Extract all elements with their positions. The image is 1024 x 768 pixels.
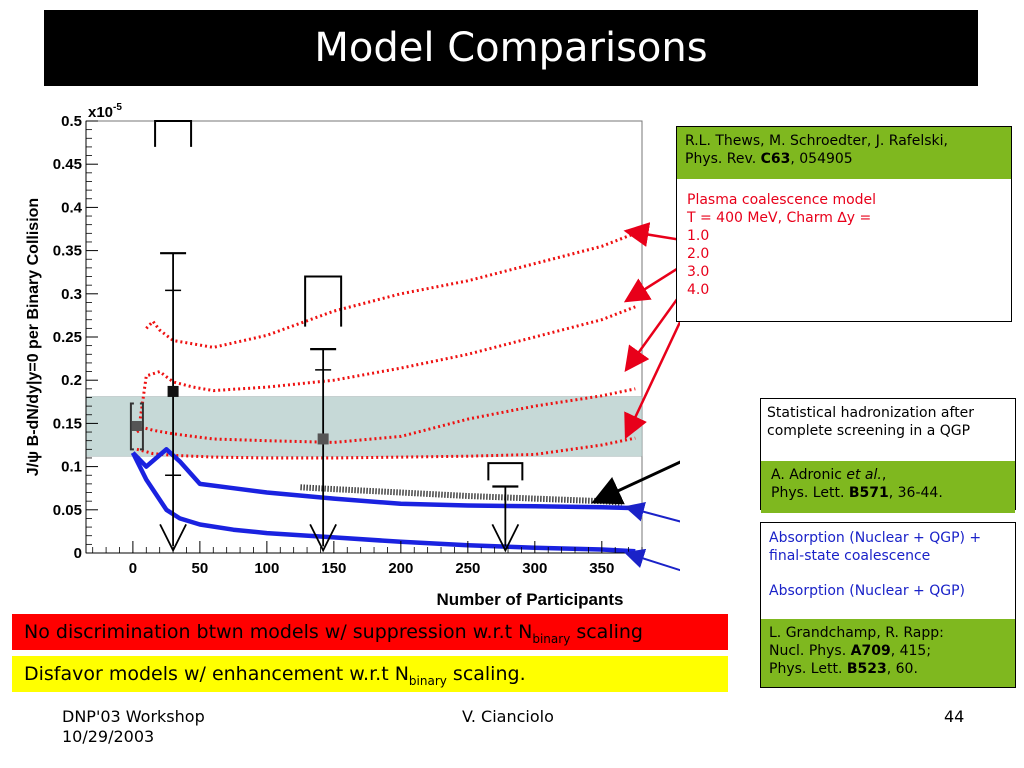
thews-box: R.L. Thews, M. Schroedter, J. Rafelski, … [676,126,1012,322]
curve-0 [145,231,636,349]
x-tick-label-6: 300 [522,560,547,577]
data-bracket-0 [129,402,144,451]
arrow-head-2 [309,524,337,553]
statistical-text: Statistical hadronization after complete… [761,399,1015,455]
y-tick-label-6: 0.3 [61,286,82,303]
thews-ref-line2: Phys. Rev. C63, 054905 [685,151,853,167]
x-tick-label-2: 100 [254,560,279,577]
absorption-ref-line2: Nucl. Phys. A709, 415; [769,643,932,659]
slide-title: Model Comparisons [44,10,978,86]
data-marker-2 [317,433,329,445]
absorption-line1: Absorption (Nuclear + QGP) + [769,530,982,546]
x-tick-label-3: 150 [321,560,346,577]
curve-3 [136,436,636,460]
statistical-ref-line2: Phys. Lett. B571, 36-44. [771,485,943,501]
y-tick-label-1: 0.05 [53,502,82,519]
thews-value-1: 1.0 [687,228,710,244]
data-marker-0 [131,420,142,431]
thews-value-4: 4.0 [687,282,710,298]
x-axis-label: Number of Participants [436,590,623,609]
qgp-band [85,396,643,457]
thews-value-3: 3.0 [687,264,710,280]
footer-date: 10/29/2003 [62,727,155,746]
x-tick-label-7: 350 [589,560,614,577]
data-marker-1 [167,385,179,397]
blue-pointer-arrow-upper [624,501,680,523]
plot-frame [85,120,643,554]
absorption-ref-line3: Phys. Lett. B523, 60. [769,661,918,677]
statistical-line1: Statistical hadronization after [767,405,975,421]
statistical-reference: A. Adronic et al., Phys. Lett. B571, 36-… [761,461,1015,513]
thews-value-2: 2.0 [687,246,710,262]
yellow-banner: Disfavor models w/ enhancement w.r.t Nbi… [12,656,728,692]
thews-reference: R.L. Thews, M. Schroedter, J. Rafelski, … [677,127,1011,179]
x-tick-label-5: 250 [455,560,480,577]
curve-4 [300,484,623,506]
y-axis-label: J/ψ B-dN/dy|y=0 per Binary Collision [25,198,42,476]
y-tick-label-3: 0.15 [53,415,82,432]
y-tick-label-2: 0.1 [61,459,82,476]
thews-model-line1: Plasma coalescence model [687,192,877,208]
y-exponent: x10-5 [88,102,122,121]
footer-author: V. Cianciolo [462,707,554,726]
y-tick-label-5: 0.25 [53,329,82,346]
y-tick-label-4: 0.2 [61,372,82,389]
y-exponent-power: -5 [113,102,122,113]
thews-model-line2: T = 400 MeV, Charm ∆y = [687,210,872,226]
curve-1 [138,305,636,424]
x-tick-label-1: 50 [192,560,209,577]
absorption-box: Absorption (Nuclear + QGP) + final-state… [760,522,1016,688]
statistical-line2: complete screening in a QGP [767,423,971,439]
red-pointer-arrow-3 [624,319,680,440]
footer-workshop: DNP'03 Workshop [62,707,205,726]
arrow-head-3 [491,524,520,553]
absorption-text: Absorption (Nuclear + QGP) + final-state… [761,523,1015,600]
y-tick-label-10: 0.5 [61,113,82,130]
sys-bracket-3 [487,462,524,481]
absorption-line2: final-state coalescence [769,548,931,564]
y-tick-label-7: 0.35 [53,243,82,260]
x-tick-label-4: 200 [388,560,413,577]
statistical-ref-line1: A. Adronic et al., [771,467,887,483]
sys-bracket-2 [304,275,343,327]
blue-pointer-arrow-lower [624,548,680,572]
footer-page-number: 44 [944,707,965,726]
absorption-reference: L. Grandchamp, R. Rapp: Nucl. Phys. A709… [761,619,1015,687]
sys-bracket-1 [154,120,193,147]
red-banner: No discrimination btwn models w/ suppres… [12,614,728,650]
thews-ref-line1: R.L. Thews, M. Schroedter, J. Rafelski, [685,133,948,149]
thews-model-text: Plasma coalescence model T = 400 MeV, Ch… [677,179,1011,299]
curve-5 [131,447,636,511]
y-exponent-base: x10 [88,104,113,121]
absorption-line3: Absorption (Nuclear + QGP) [769,583,965,599]
y-tick-label-8: 0.4 [61,199,83,216]
black-pointer-arrow [591,460,680,505]
statistical-box: Statistical hadronization after complete… [760,398,1016,513]
footer-left: DNP'03 Workshop 10/29/2003 [62,707,205,747]
absorption-ref-line1: L. Grandchamp, R. Rapp: [769,625,944,641]
y-tick-label-9: 0.45 [53,156,82,173]
model-comparison-chart: 0 0.05 0.1 0.15 0.2 0.25 0.3 0.35 0.4 0.45 0.5 0 50 1… [25,102,680,609]
y-tick-label-0: 0 [74,545,82,562]
x-tick-label-0: 0 [129,560,137,577]
